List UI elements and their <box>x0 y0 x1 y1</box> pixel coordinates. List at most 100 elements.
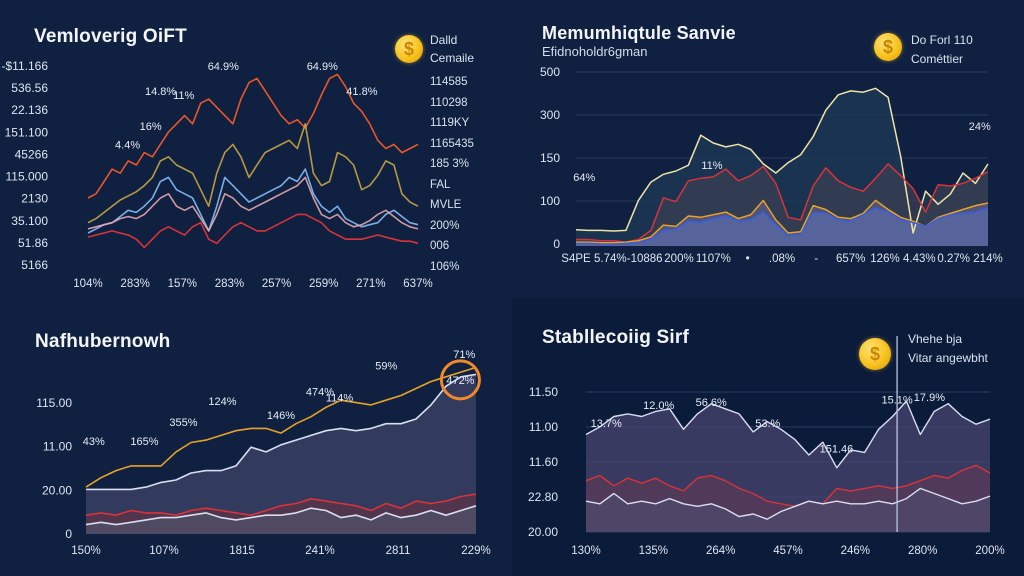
series-line-light_blue <box>87 168 419 234</box>
coin-icon: $ <box>859 338 891 370</box>
panel-stablecoin-chart: 11.50 11.00 11.60 22.80 20.00 130% 135% 264% 457… <box>512 298 1024 576</box>
data-label: 17.9% <box>914 392 945 404</box>
series-area-white2 <box>86 505 476 534</box>
panel-price-chart: -$11.166 536.56 22.136 151.100 45266 115.000 2… <box>0 0 512 298</box>
y-tick-label: 500 <box>540 65 560 79</box>
x-tick-label: 130% <box>571 545 600 557</box>
x-tick-label: 1815 <box>229 545 255 557</box>
x-tick-label: 283% <box>120 278 149 290</box>
panel-title: Memumhiqtule Sanvie <box>542 23 736 43</box>
y-tick-label: 11.00 <box>43 440 72 454</box>
series-line-white <box>585 400 991 469</box>
y-tick-label: 100 <box>540 194 560 208</box>
data-label: 53.% <box>755 418 780 430</box>
chart-3: 115.00 11.00 20.00 0 150% 107% 1815 241% 2811 229… <box>36 349 491 557</box>
data-label: 59% <box>375 361 397 373</box>
x-tick-label: 150% <box>71 545 100 557</box>
x-tick-label: 200% <box>664 253 693 265</box>
x-tick-label: 4.43% <box>903 253 936 265</box>
right-label: 006 <box>430 240 450 252</box>
series-area-blue <box>576 208 988 246</box>
y-tick-label: 51.86 <box>18 236 48 250</box>
y-tick-label: 150 <box>540 151 560 165</box>
legend-item: Do Forl 110 <box>911 33 973 47</box>
x-tick-label: 2811 <box>386 545 411 557</box>
data-label: 11% <box>173 90 194 102</box>
x-tick-label: 657% <box>836 253 865 265</box>
panel-title: Nafhubernowh <box>35 331 171 352</box>
x-tick-label: 214% <box>973 253 1002 265</box>
x-tick-label: 283% <box>215 278 244 290</box>
data-label: 151.46 <box>820 443 854 455</box>
series-line-gold <box>87 123 419 224</box>
x-tick-label: 126% <box>870 253 899 265</box>
y-tick-label: 115.00 <box>36 396 72 410</box>
right-label: 1119KY <box>430 117 470 129</box>
x-tick-label: • <box>746 253 750 265</box>
x-tick-label: 637% <box>403 278 432 290</box>
right-label: 200% <box>430 219 460 232</box>
y-tick-label: 536.56 <box>11 81 48 95</box>
y-tick-label: 11.60 <box>529 455 558 469</box>
series-line-white2 <box>85 505 477 526</box>
series-line-white <box>86 373 477 491</box>
data-label: 114% <box>326 392 354 404</box>
series-line-pink <box>87 176 419 232</box>
series-line-amber <box>85 366 477 488</box>
series-line-red <box>585 464 991 507</box>
data-label: 15.1% <box>881 395 912 407</box>
data-label: 472% <box>446 375 474 387</box>
x-tick-label: 257% <box>262 278 291 290</box>
data-label: 64.9% <box>208 61 239 73</box>
right-label: 185 3% <box>430 158 470 170</box>
x-tick-label: 5.74% <box>594 253 627 265</box>
data-label: 41.8% <box>346 86 377 98</box>
series-line-orange <box>87 73 419 199</box>
chart-4: 11.50 11.00 11.60 22.80 20.00 130% 135% 264% 457… <box>528 336 1005 557</box>
panel-growth-chart: 115.00 11.00 20.00 0 150% 107% 1815 241% 2811 229… <box>0 298 512 576</box>
y-tick-label: 11.00 <box>529 420 558 434</box>
x-tick-label: 280% <box>908 545 937 557</box>
data-label: 71% <box>453 349 475 361</box>
legend: Vhehe bja Vitar angewbht <box>908 330 988 368</box>
series-area-white <box>86 374 476 534</box>
x-tick-label: 157% <box>168 278 197 290</box>
data-label: 355% <box>169 417 197 429</box>
x-tick-label: 200% <box>975 545 1004 557</box>
legend-item: Cométtier <box>911 52 964 66</box>
y-tick-label: 22.80 <box>528 490 558 504</box>
y-tick-label: 0 <box>553 237 560 251</box>
x-tick-label: 241% <box>305 545 334 557</box>
data-label: 165% <box>130 436 158 448</box>
data-label: 4.4% <box>115 140 140 152</box>
x-tick-label: -10886 <box>627 253 663 265</box>
data-label: 16% <box>140 121 162 133</box>
legend: Dalld Cemaile <box>430 31 474 67</box>
series-line-white2 <box>585 487 991 520</box>
y-tick-label: 151.100 <box>5 125 49 139</box>
data-label: 13.7% <box>591 418 622 430</box>
series-line-red <box>87 213 419 249</box>
x-tick-label: 107% <box>149 545 178 557</box>
data-label: 64.9% <box>307 61 338 73</box>
legend: Do Forl 110 Cométtier <box>911 31 973 69</box>
y-tick-label: 11.50 <box>529 385 558 399</box>
panel-title: Stabllecoiig Sirf <box>542 327 689 348</box>
y-tick-label: 300 <box>540 108 560 122</box>
y-tick-label: 20.00 <box>528 525 558 539</box>
highlight-ring <box>439 359 481 401</box>
series-line-blue <box>576 207 989 245</box>
panel-title: Vemloverig OiFT <box>34 26 187 47</box>
x-tick-label: 1107% <box>696 253 731 265</box>
data-label: 124% <box>208 396 236 408</box>
data-label: 14.8% <box>145 86 176 98</box>
y-tick-label: 20.00 <box>42 483 72 497</box>
y-tick-label: -$11.166 <box>2 59 49 73</box>
right-label: 110298 <box>430 96 468 109</box>
legend-item: Cemaile <box>430 51 475 65</box>
chart-1: -$11.166 536.56 22.136 151.100 45266 115.000 2… <box>2 59 433 290</box>
data-label: 24% <box>969 121 991 133</box>
series-line-red <box>85 493 477 516</box>
x-tick-label: 259% <box>309 278 338 290</box>
